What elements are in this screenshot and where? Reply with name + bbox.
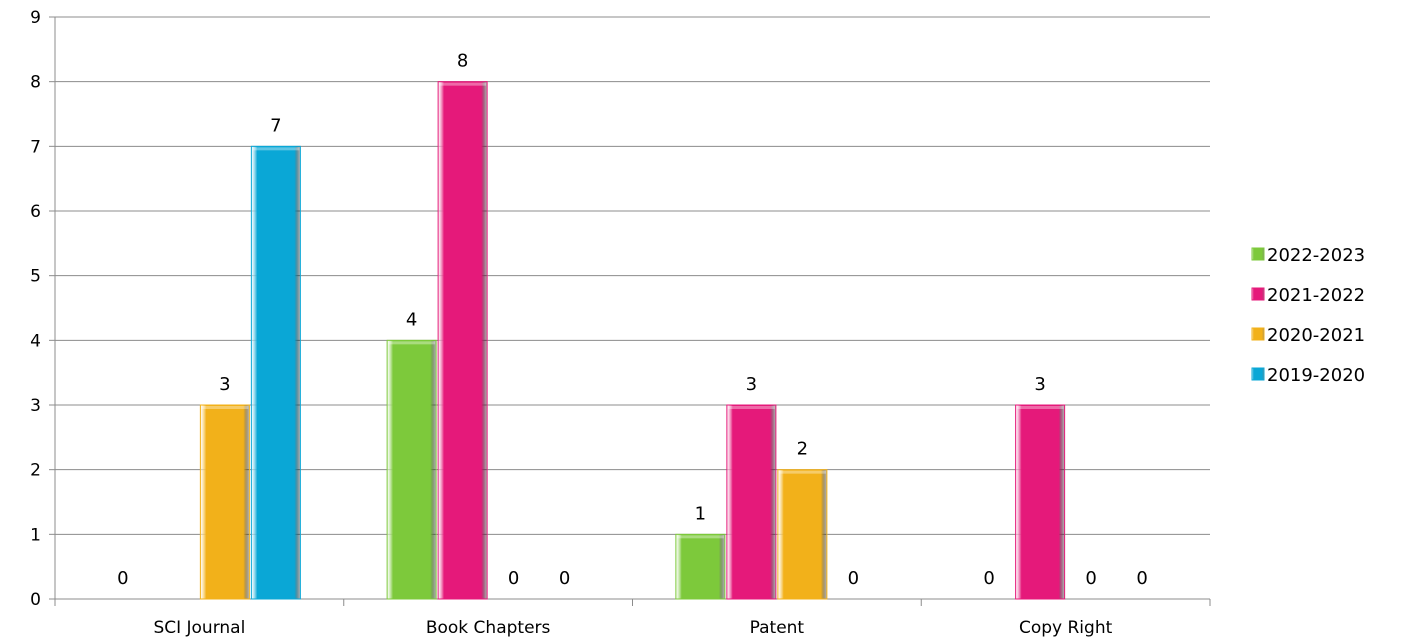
- legend-label: 2020-2021: [1267, 325, 1365, 346]
- y-tick-label: 8: [30, 73, 41, 93]
- bar-highlight: [1016, 406, 1064, 409]
- data-label: 0: [117, 568, 128, 589]
- data-label: 0: [508, 568, 519, 589]
- bar: [386, 339, 437, 600]
- legend-label: 2019-2020: [1267, 365, 1365, 386]
- bar-highlight: [727, 406, 775, 409]
- bar-highlight: [252, 147, 300, 151]
- bar: [726, 404, 777, 600]
- data-label: 3: [746, 374, 757, 395]
- legend-swatch: [1251, 247, 1265, 261]
- data-label: 7: [270, 115, 281, 136]
- y-tick-label: 3: [30, 396, 41, 416]
- bar-highlight: [778, 470, 826, 474]
- bar: [675, 533, 726, 600]
- bar: [250, 145, 301, 600]
- x-tick-label: SCI Journal: [153, 618, 245, 638]
- bar-highlight: [439, 82, 487, 86]
- bar-highlight: [676, 535, 724, 539]
- legend-label: 2021-2022: [1267, 285, 1365, 306]
- data-label: 3: [219, 374, 230, 395]
- bars: [199, 81, 1066, 600]
- y-tick-label: 5: [30, 267, 41, 287]
- data-label: 2: [797, 439, 808, 460]
- data-label: 8: [457, 51, 468, 72]
- y-tick-label: 1: [30, 525, 41, 545]
- bar: [199, 404, 250, 600]
- legend-swatch: [1251, 327, 1265, 341]
- data-labels: 0 3 7 4 8 0 0 1 3 2 0 0 3 0 0: [117, 51, 1148, 589]
- y-tick-label: 6: [30, 202, 41, 222]
- data-label: 0: [983, 568, 994, 589]
- y-tick-label: 9: [30, 8, 41, 28]
- x-tick-label: Patent: [750, 618, 805, 638]
- y-tick-label: 4: [30, 331, 41, 351]
- data-label: 1: [695, 503, 706, 524]
- data-label: 0: [1136, 568, 1147, 589]
- data-label: 4: [406, 309, 417, 330]
- y-tick-label: 0: [30, 590, 41, 610]
- x-tick-label: Book Chapters: [426, 618, 551, 638]
- x-tick-label: Copy Right: [1019, 618, 1113, 638]
- y-tick-label: 2: [30, 461, 41, 481]
- y-tick-label: 7: [30, 137, 41, 157]
- data-label: 0: [559, 568, 570, 589]
- legend-label: 2022-2023: [1267, 245, 1365, 266]
- legend-swatch: [1251, 367, 1265, 381]
- bar: [437, 81, 488, 600]
- data-label: 3: [1034, 374, 1045, 395]
- legend: 2022-2023 2021-2022 2020-2021 2019-2020: [1251, 245, 1365, 386]
- bar-highlight: [201, 406, 249, 409]
- bar: [1015, 404, 1066, 600]
- data-label: 0: [848, 568, 859, 589]
- bar-highlight: [388, 341, 436, 345]
- data-label: 0: [1085, 568, 1096, 589]
- legend-swatch: [1251, 287, 1265, 301]
- bar: [777, 469, 828, 600]
